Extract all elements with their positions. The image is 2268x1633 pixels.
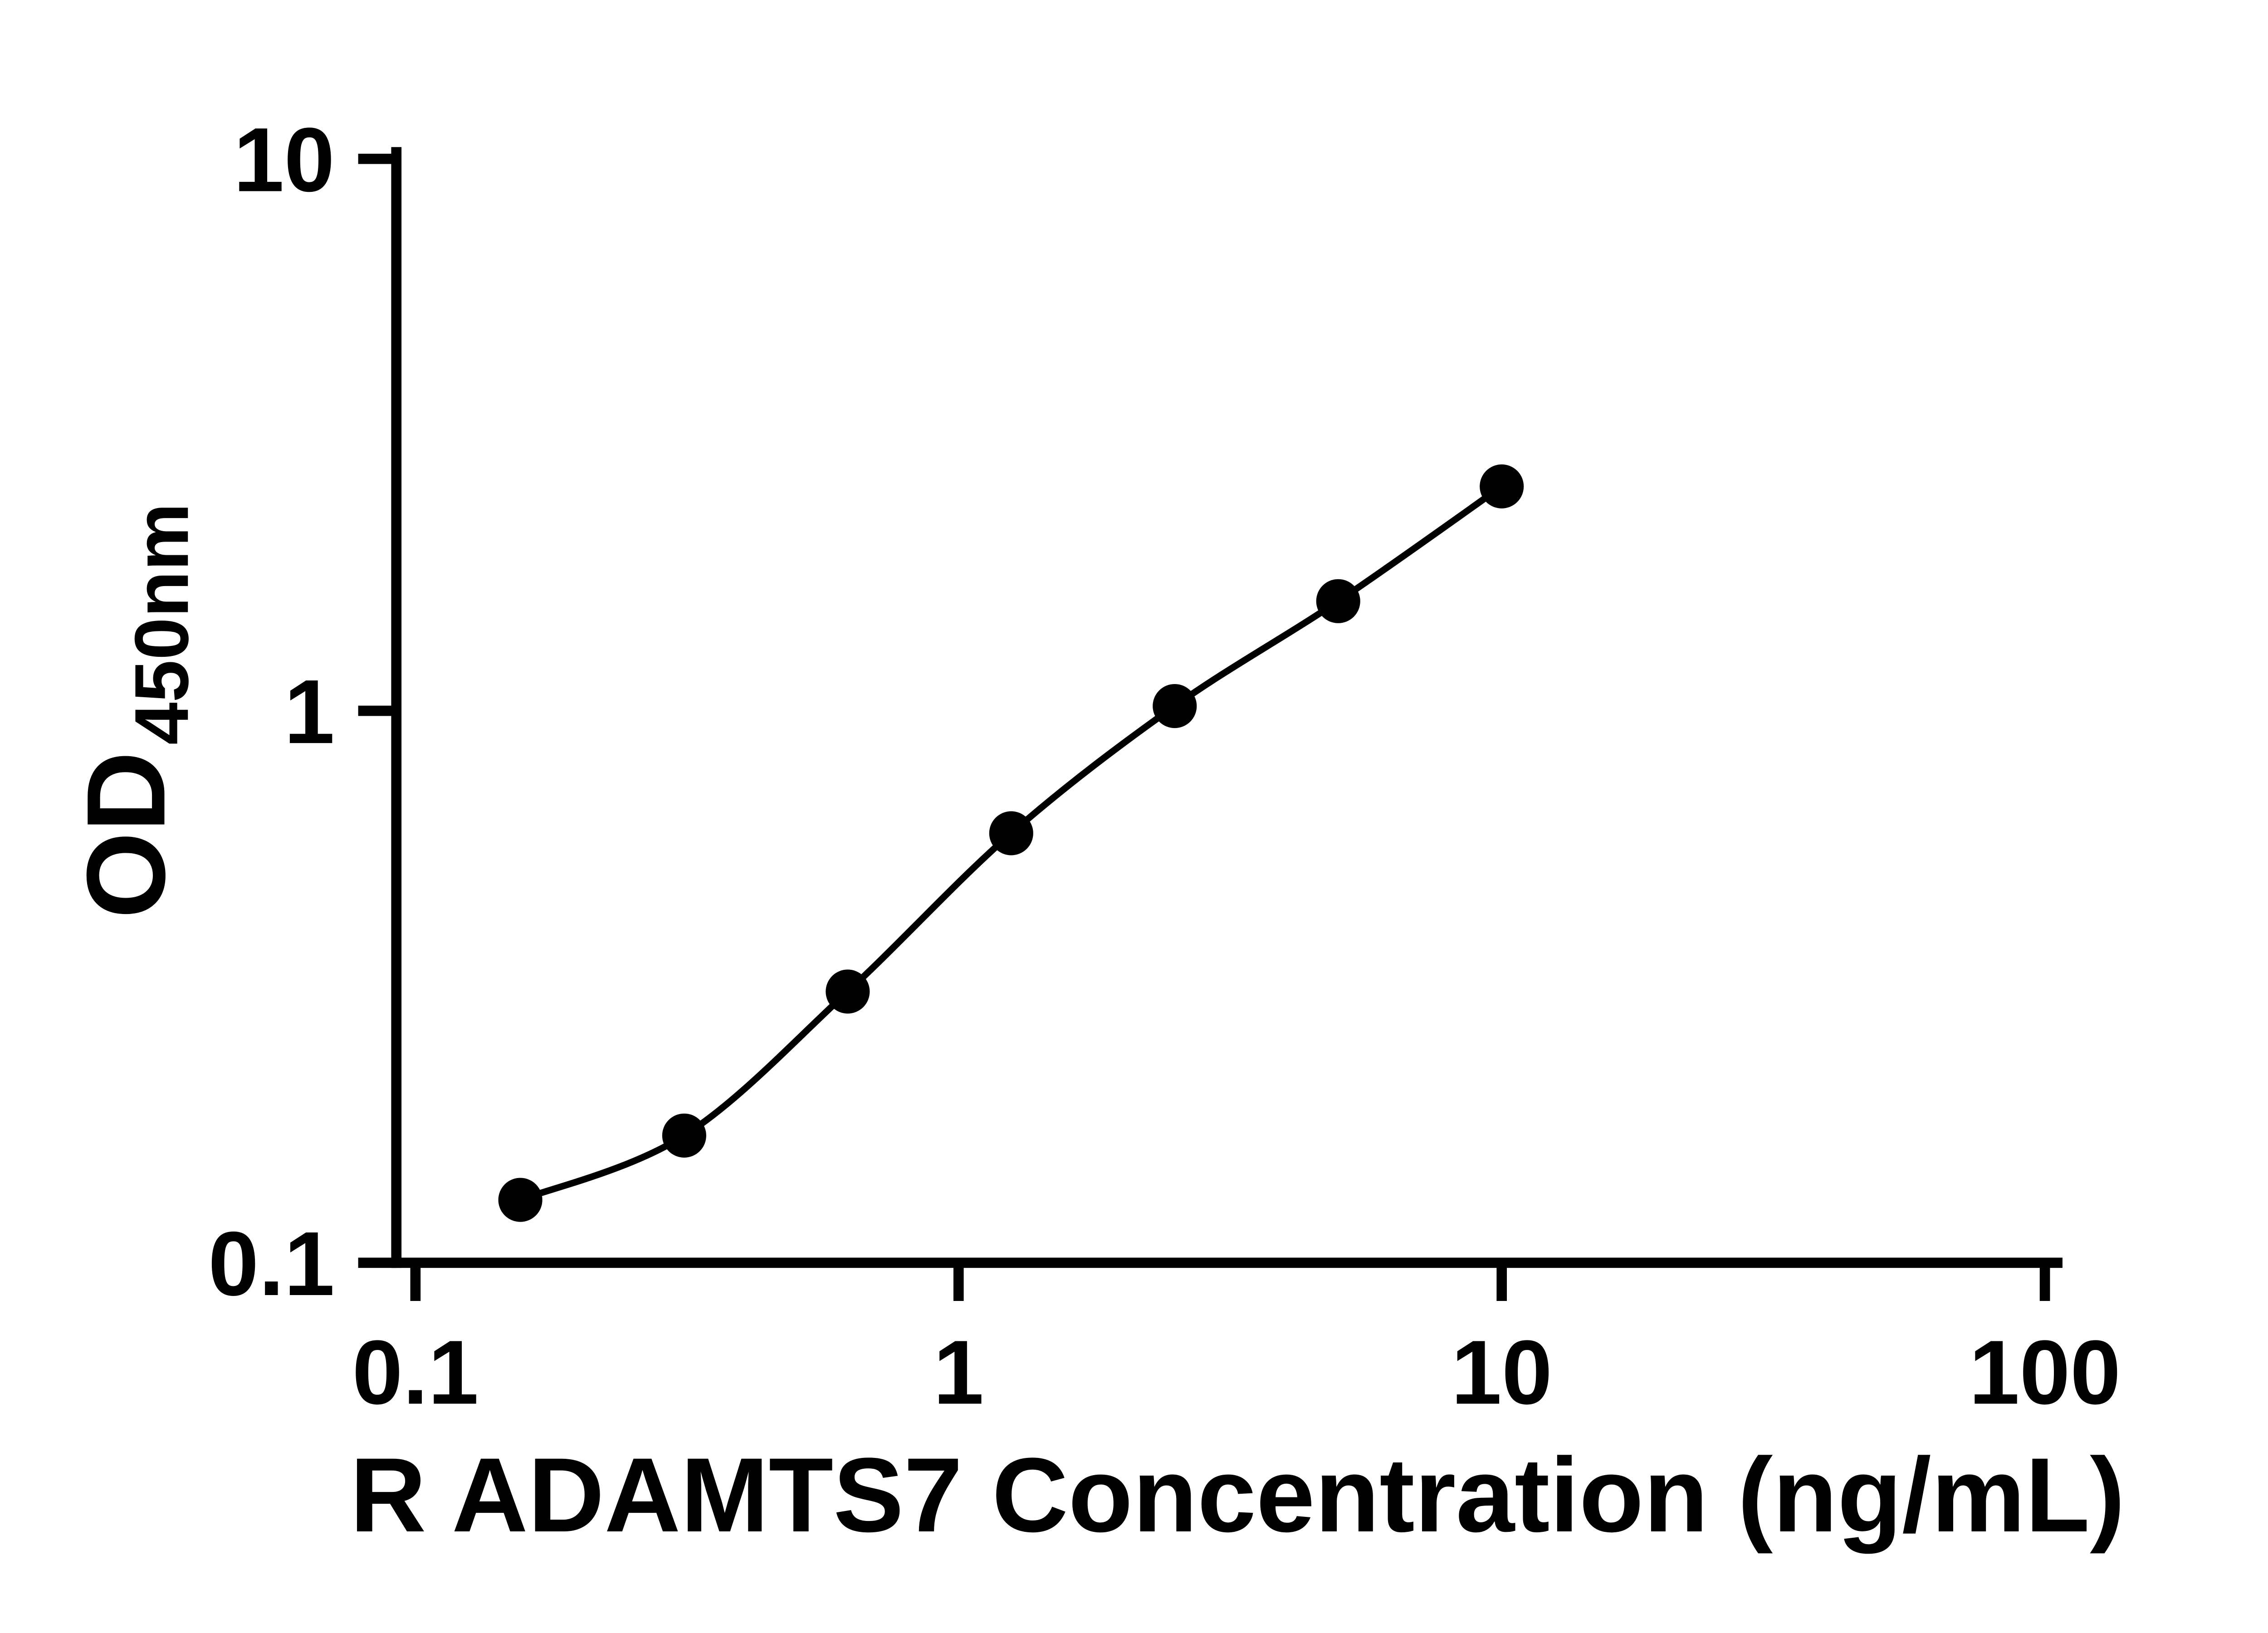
- y-tick-label: 0.1: [208, 1213, 335, 1315]
- y-tick-label: 1: [284, 660, 335, 763]
- y-axis-title: OD 450nm: [64, 503, 204, 919]
- x-tick-label: 100: [1969, 1321, 2121, 1423]
- x-tick-label: 0.1: [352, 1321, 479, 1423]
- x-tick-label: 1: [933, 1321, 984, 1423]
- data-point: [989, 811, 1033, 856]
- data-point: [1153, 684, 1197, 728]
- data-point: [498, 1178, 543, 1222]
- y-axis-title-main: OD: [64, 751, 188, 919]
- data-point: [662, 1113, 706, 1158]
- data-point: [1316, 579, 1360, 623]
- series-layer: [498, 464, 1524, 1222]
- data-point: [826, 969, 870, 1014]
- y-axis-title-subscript: 450nm: [119, 503, 204, 745]
- y-tick-label: 10: [234, 108, 335, 210]
- x-tick-label: 10: [1451, 1321, 1552, 1423]
- data-point: [1480, 464, 1524, 508]
- axes-layer: 0.1 1 10 100 0.1 1 10: [208, 108, 2121, 1423]
- x-axis-title: R ADAMTS7 Concentration (ng/mL): [350, 1436, 2125, 1554]
